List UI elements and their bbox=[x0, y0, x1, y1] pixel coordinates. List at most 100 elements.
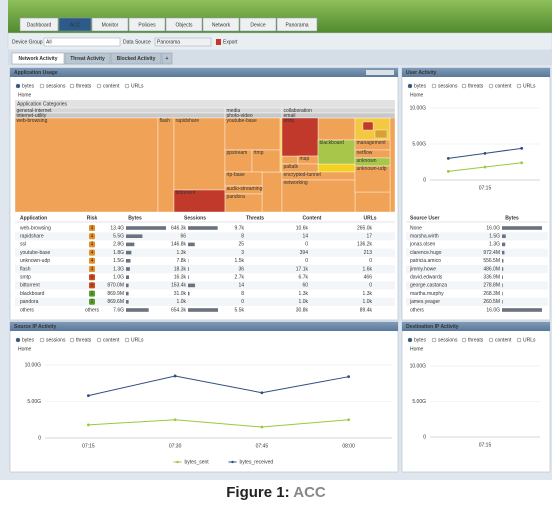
treemap-tile[interactable] bbox=[173, 117, 226, 191]
treemap-label[interactable]: rtp-base bbox=[227, 172, 246, 178]
subtab[interactable] bbox=[64, 52, 111, 65]
nav-tab[interactable] bbox=[128, 17, 166, 32]
treemap-label[interactable]: paltalk bbox=[284, 164, 299, 170]
treemap-label[interactable]: rtmp bbox=[254, 150, 264, 156]
subtab-label[interactable]: Blocked Activity bbox=[117, 56, 156, 62]
treemap-tile[interactable] bbox=[157, 117, 175, 213]
radio-label[interactable]: bytes bbox=[414, 84, 426, 90]
nav-tab-label[interactable]: Policies bbox=[138, 22, 156, 28]
user-link[interactable]: clarence.hugo bbox=[410, 250, 442, 256]
radio-button[interactable] bbox=[124, 83, 130, 89]
radio-label[interactable]: bytes bbox=[414, 338, 426, 344]
radio-label[interactable]: content bbox=[103, 338, 120, 344]
application-link[interactable]: pandora bbox=[20, 299, 39, 305]
treemap-label[interactable]: audio-streaming bbox=[227, 186, 263, 192]
treemap-label[interactable]: unknown-udp bbox=[357, 166, 387, 172]
radio-button[interactable] bbox=[516, 83, 522, 89]
nav-tab[interactable] bbox=[276, 17, 318, 32]
application-link[interactable]: ssl bbox=[20, 242, 26, 248]
radio-button[interactable] bbox=[96, 83, 102, 89]
nav-tab[interactable] bbox=[58, 17, 92, 32]
radio-button[interactable] bbox=[96, 337, 102, 343]
nav-tab-label[interactable]: Dashboard bbox=[27, 22, 52, 28]
treemap-label[interactable]: general-internet bbox=[17, 108, 53, 114]
radio-button[interactable] bbox=[407, 83, 413, 89]
treemap-tile[interactable] bbox=[281, 179, 356, 213]
radio-label[interactable]: threats bbox=[468, 338, 484, 344]
radio-label[interactable]: sessions bbox=[46, 338, 66, 344]
radio-button[interactable] bbox=[39, 83, 45, 89]
subtab[interactable] bbox=[110, 52, 162, 65]
nav-tab-label[interactable]: Device bbox=[250, 22, 266, 28]
subtab[interactable] bbox=[11, 52, 65, 65]
nav-tab[interactable] bbox=[239, 17, 277, 32]
radio-label[interactable]: URLs bbox=[523, 84, 536, 90]
treemap-tile[interactable] bbox=[354, 165, 391, 193]
subtab[interactable] bbox=[161, 52, 173, 65]
treemap-label[interactable]: unknown bbox=[357, 158, 377, 164]
treemap-label[interactable]: media bbox=[227, 108, 241, 114]
treemap-label[interactable]: bittorrent bbox=[176, 190, 196, 196]
user-link[interactable]: james.yeager bbox=[409, 299, 440, 305]
radio-button[interactable] bbox=[431, 83, 437, 89]
device-group-select[interactable] bbox=[43, 37, 121, 47]
radio-label[interactable]: content bbox=[495, 84, 512, 90]
user-link[interactable]: david.edwards bbox=[410, 275, 443, 281]
treemap-label[interactable]: blackboard bbox=[320, 140, 345, 146]
subtab-label[interactable]: Threat Activity bbox=[70, 56, 105, 62]
radio-label[interactable]: URLs bbox=[131, 84, 144, 90]
radio-button[interactable] bbox=[461, 83, 467, 89]
radio-label[interactable]: URLs bbox=[131, 338, 144, 344]
radio-label[interactable]: threats bbox=[76, 84, 92, 90]
subtab-label[interactable]: Network Activity bbox=[19, 56, 58, 62]
radio-button[interactable] bbox=[488, 337, 494, 343]
treemap-label[interactable]: management bbox=[357, 140, 387, 146]
radio-label[interactable]: URLs bbox=[523, 338, 536, 344]
user-link[interactable]: others bbox=[410, 307, 424, 313]
user-link[interactable]: george.castanza bbox=[410, 283, 447, 289]
treemap-label[interactable]: internet-utility bbox=[17, 113, 47, 119]
treemap-tile[interactable] bbox=[317, 139, 356, 165]
radio-button[interactable] bbox=[407, 337, 413, 343]
radio-button[interactable] bbox=[488, 83, 494, 89]
treemap-tile[interactable] bbox=[251, 149, 281, 173]
treemap-label[interactable]: ppstream bbox=[227, 150, 248, 156]
radio-button[interactable] bbox=[461, 337, 467, 343]
radio-label[interactable]: sessions bbox=[438, 84, 458, 90]
nav-tab[interactable] bbox=[202, 17, 240, 32]
radio-label[interactable]: bytes bbox=[22, 84, 34, 90]
nav-tab-label[interactable]: Network bbox=[212, 22, 231, 28]
application-link[interactable]: unknown-udp bbox=[20, 258, 50, 264]
application-link[interactable]: bittorrent bbox=[20, 283, 40, 289]
radio-label[interactable]: content bbox=[495, 338, 512, 344]
treemap-tile[interactable] bbox=[224, 117, 281, 151]
treemap-label[interactable]: photo-video bbox=[227, 113, 253, 119]
treemap-label[interactable]: netflow bbox=[357, 150, 373, 156]
radio-label[interactable]: bytes bbox=[22, 338, 34, 344]
radio-button[interactable] bbox=[124, 337, 130, 343]
treemap-label[interactable]: pandora bbox=[227, 194, 246, 200]
application-link[interactable]: rapidshare bbox=[20, 234, 44, 240]
radio-button[interactable] bbox=[69, 337, 75, 343]
radio-button[interactable] bbox=[39, 337, 45, 343]
user-link[interactable]: None bbox=[410, 225, 422, 231]
treemap-label[interactable]: smtp bbox=[284, 118, 295, 124]
application-link[interactable]: web-browsing bbox=[20, 225, 51, 231]
user-link[interactable]: marsha.wirth bbox=[410, 234, 439, 240]
treemap-label[interactable]: web-browsing bbox=[17, 118, 48, 124]
treemap-label[interactable]: encrypted-tunnel bbox=[284, 172, 321, 178]
nav-tab-label[interactable]: Objects bbox=[176, 22, 193, 28]
treemap-label[interactable]: map bbox=[300, 156, 310, 162]
nav-tab[interactable] bbox=[165, 17, 203, 32]
radio-button[interactable] bbox=[69, 83, 75, 89]
treemap-tile[interactable] bbox=[281, 112, 396, 119]
user-link[interactable]: jonas.olsen bbox=[409, 242, 436, 248]
nav-tab-label[interactable]: ACC bbox=[70, 22, 81, 28]
application-link[interactable]: youtube-base bbox=[20, 250, 51, 256]
treemap-tile[interactable] bbox=[14, 117, 159, 213]
application-link[interactable]: blackboard bbox=[20, 291, 45, 297]
nav-tab[interactable] bbox=[19, 17, 59, 32]
data-source-select[interactable] bbox=[154, 37, 212, 47]
nav-tab-label[interactable]: Panorama bbox=[285, 22, 308, 28]
radio-label[interactable]: threats bbox=[468, 84, 484, 90]
